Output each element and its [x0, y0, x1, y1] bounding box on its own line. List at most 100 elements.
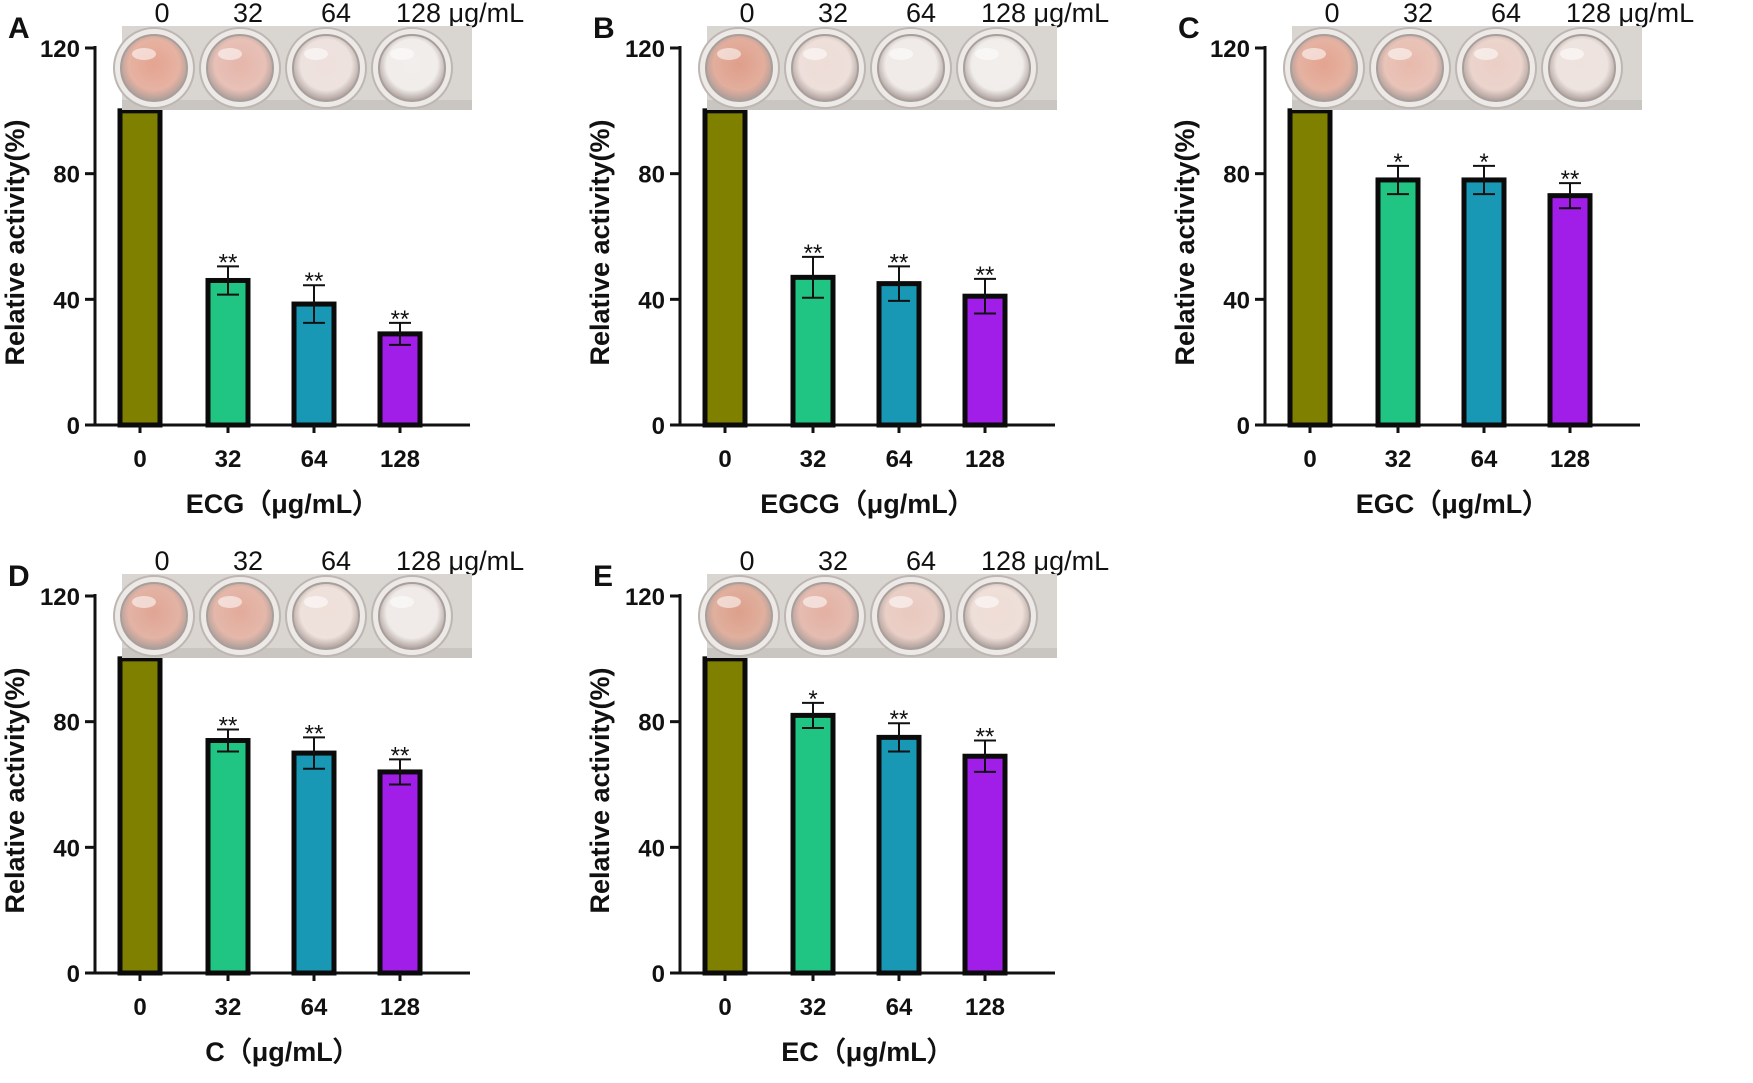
well-highlight: [889, 596, 913, 608]
bar-128: [377, 769, 423, 976]
significance-marker: **: [305, 720, 324, 747]
chart-panel-a: A 0 32 64 128 μg/mL 0 40 80 120 Relative activity…: [0, 0, 580, 530]
y-axis-title: Relative activity(%): [585, 667, 615, 913]
bar-32: [790, 274, 836, 428]
chart-svg: A 0 32 64 128 μg/mL 0 40 80 120 Relative activity…: [0, 0, 524, 519]
y-tick-label: 0: [652, 961, 665, 988]
y-tick-label: 120: [1210, 36, 1250, 63]
plate-concentration-label: 64: [1491, 0, 1521, 28]
x-tick-label: 32: [1385, 446, 1412, 473]
plate-concentration-label: 0: [154, 546, 169, 576]
well-plate-photo: [113, 26, 472, 110]
chart-svg: E 0 32 64 128 μg/mL 0 40 80 120 Relative activity…: [585, 546, 1109, 1067]
significance-marker: **: [890, 249, 909, 276]
x-axis-title: C（μg/mL）: [205, 1037, 360, 1067]
chart-panel-c: C 0 32 64 128 μg/mL 0 40 80 120 Relative activity…: [1170, 0, 1750, 530]
x-tick-label: 128: [965, 994, 1005, 1021]
well-liquid: [378, 34, 446, 102]
y-tick-label: 40: [638, 287, 665, 314]
well-liquid: [705, 582, 773, 650]
x-tick-label: 0: [133, 446, 146, 473]
well-plate-edge: [122, 100, 472, 110]
well-liquid: [963, 582, 1031, 650]
panel-letter: C: [1178, 12, 1200, 45]
x-tick-label: 32: [215, 994, 242, 1021]
well-liquid: [791, 34, 859, 102]
significance-marker: **: [890, 706, 909, 733]
significance-marker: **: [391, 306, 410, 333]
well-plate-edge: [707, 648, 1057, 658]
y-tick-label: 0: [67, 413, 80, 440]
y-tick-label: 0: [652, 413, 665, 440]
plate-concentration-label: 128 μg/mL: [396, 546, 524, 576]
chart-panel-b: B 0 32 64 128 μg/mL 0 40 80 120 Relative activity…: [585, 0, 1165, 530]
well-liquid: [206, 582, 274, 650]
y-axis-title: Relative activity(%): [1170, 119, 1200, 365]
significance-marker: *: [1479, 149, 1488, 176]
y-axis-title: Relative activity(%): [0, 119, 30, 365]
x-tick-label: 32: [800, 994, 827, 1021]
chart-svg: B 0 32 64 128 μg/mL 0 40 80 120 Relative activity…: [585, 0, 1109, 519]
well-liquid: [791, 582, 859, 650]
plate-concentration-label: 64: [906, 0, 936, 28]
y-tick-label: 40: [638, 835, 665, 862]
bar-128: [962, 293, 1008, 428]
plate-concentration-label: 64: [906, 546, 936, 576]
well-liquid: [877, 34, 945, 102]
x-tick-label: 64: [886, 446, 913, 473]
well-highlight: [390, 48, 414, 60]
x-tick-label: 0: [1303, 446, 1316, 473]
plate-concentration-label: 32: [233, 0, 263, 28]
well-liquid: [1376, 34, 1444, 102]
well-highlight: [132, 596, 156, 608]
y-tick-label: 40: [1223, 287, 1250, 314]
y-tick-label: 120: [40, 36, 80, 63]
well-plate-edge: [1292, 100, 1642, 110]
y-axis-title: Relative activity(%): [585, 119, 615, 365]
well-plate-edge: [122, 648, 472, 658]
well-plate-photo: [1283, 26, 1642, 110]
bar-64: [291, 301, 337, 428]
well-highlight: [889, 48, 913, 60]
bar-0: [702, 108, 748, 428]
well-liquid: [1548, 34, 1616, 102]
panel-letter: A: [8, 12, 30, 45]
well-highlight: [132, 48, 156, 60]
bar-32: [1375, 177, 1421, 428]
bar-32: [205, 738, 251, 976]
bar-64: [876, 734, 922, 976]
well-liquid: [292, 582, 360, 650]
panel-letter: D: [8, 560, 30, 593]
x-axis-title: EC（μg/mL）: [781, 1037, 954, 1067]
plate-concentration-label: 128 μg/mL: [981, 546, 1109, 576]
plate-concentration-label: 32: [818, 0, 848, 28]
x-axis-title: ECG（μg/mL）: [186, 489, 380, 519]
plate-concentration-label: 128 μg/mL: [1566, 0, 1694, 28]
plate-concentration-label: 0: [739, 0, 754, 28]
x-tick-label: 64: [301, 446, 328, 473]
chart-panel-e: E 0 32 64 128 μg/mL 0 40 80 120 Relative activity…: [585, 546, 1165, 1078]
y-tick-label: 0: [1237, 413, 1250, 440]
x-tick-label: 128: [965, 446, 1005, 473]
x-tick-label: 128: [380, 446, 420, 473]
well-liquid: [292, 34, 360, 102]
y-tick-label: 120: [40, 584, 80, 611]
y-tick-label: 80: [53, 710, 80, 737]
x-tick-label: 0: [133, 994, 146, 1021]
plate-concentration-label: 64: [321, 0, 351, 28]
well-liquid: [378, 582, 446, 650]
x-tick-label: 128: [1550, 446, 1590, 473]
y-tick-label: 80: [638, 710, 665, 737]
well-highlight: [1302, 48, 1326, 60]
x-tick-label: 0: [718, 994, 731, 1021]
well-liquid: [963, 34, 1031, 102]
significance-marker: **: [976, 724, 995, 751]
x-tick-label: 64: [886, 994, 913, 1021]
well-plate-photo: [113, 574, 472, 658]
significance-marker: **: [804, 240, 823, 267]
y-tick-label: 80: [638, 162, 665, 189]
bar-0: [1287, 108, 1333, 428]
well-highlight: [390, 596, 414, 608]
significance-marker: **: [219, 713, 238, 740]
well-liquid: [1462, 34, 1530, 102]
